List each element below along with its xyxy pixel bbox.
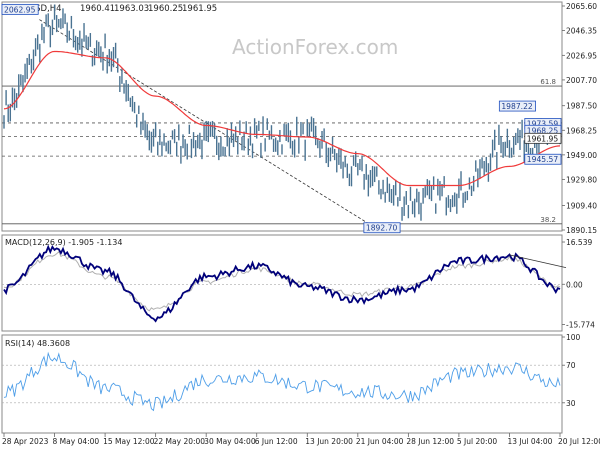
price-tag: 1987.22 bbox=[498, 100, 536, 112]
y-tick-label: 2026.95 bbox=[566, 51, 597, 60]
macd-panel-frame bbox=[1, 234, 563, 332]
y-tick-label: 1987.50 bbox=[566, 102, 597, 111]
x-tick-label: 21 Jun 04:00 bbox=[356, 437, 404, 446]
header-high: 1963.03 bbox=[114, 4, 149, 14]
x-tick-label: 28 Apr 2023 bbox=[2, 437, 49, 446]
price-tag-box bbox=[363, 222, 401, 234]
x-axis: 28 Apr 2023 8 May 04:00 15 May 12:00 22 May… bbox=[2, 432, 600, 446]
y-tick-label: 2065.60 bbox=[566, 2, 597, 11]
y-tick-label: 70 bbox=[566, 361, 576, 370]
price-tag-box bbox=[1, 3, 39, 15]
price-tag: 1945.57 bbox=[524, 153, 562, 165]
rsi-panel-frame bbox=[1, 334, 563, 434]
price-tag-text: 1961.95 bbox=[527, 134, 559, 143]
rsi-plot bbox=[2, 351, 562, 412]
y-tick-label: 2046.35 bbox=[566, 27, 597, 36]
header-open: 1960.41 bbox=[80, 4, 115, 14]
rsi-line bbox=[3, 351, 561, 412]
y-tick-label: 1909.40 bbox=[566, 201, 597, 210]
y-tick-label: 100 bbox=[566, 333, 581, 342]
price-tag-text: 2062.95 bbox=[4, 5, 36, 14]
x-tick-label: 28 Jun 12:00 bbox=[406, 437, 454, 446]
x-tick-label: 20 Jul 12:00 bbox=[558, 437, 600, 446]
y-tick-label: 1890.15 bbox=[566, 226, 597, 235]
y-tick-label: 30 bbox=[566, 399, 576, 408]
price-tag-text: 1973.59 bbox=[527, 119, 559, 128]
macd-signal-line bbox=[3, 250, 561, 312]
x-tick-label: 8 May 04:00 bbox=[53, 437, 100, 446]
rsi-y-axis: 100 70 30 bbox=[562, 333, 581, 408]
y-tick-label: -15.774 bbox=[566, 321, 595, 330]
y-tick-label: 16.539 bbox=[566, 238, 592, 247]
price-tag-box bbox=[524, 132, 562, 144]
x-tick-label: 15 May 12:00 bbox=[103, 437, 155, 446]
header-close: 1961.95 bbox=[182, 4, 217, 14]
y-tick-label: 2007.70 bbox=[566, 76, 597, 85]
macd-plot bbox=[2, 244, 567, 323]
rsi-title: RSI(14) 48.3608 bbox=[5, 339, 70, 348]
price-bars bbox=[3, 4, 561, 221]
price-tag: 1961.95 bbox=[524, 132, 562, 144]
price-tag-text: 1968.25 bbox=[527, 126, 559, 135]
level-label: 38.2 bbox=[540, 216, 556, 224]
price-tag-text: 1892.70 bbox=[366, 224, 398, 233]
watermark: ActionForex.com bbox=[232, 35, 398, 59]
price-plot: 61.8 38.2 bbox=[2, 4, 562, 227]
header-low: 1960.25 bbox=[148, 4, 183, 14]
price-tags: 2062.951987.221973.591968.251961.951945.… bbox=[1, 3, 562, 234]
x-tick-label: 13 Jul 04:00 bbox=[507, 437, 552, 446]
macd-line bbox=[3, 244, 561, 323]
x-tick-label: 13 Jun 20:00 bbox=[305, 437, 353, 446]
price-y-axis: 2065.60 2046.35 2026.95 2007.70 1987.50 1968.… bbox=[562, 2, 597, 235]
price-tag: 1892.70 bbox=[363, 222, 401, 234]
y-tick-label: 0.00 bbox=[566, 280, 583, 289]
price-panel-frame bbox=[1, 1, 563, 232]
x-tick-label: 30 May 04:00 bbox=[204, 437, 256, 446]
macd-title: MACD(12,26,9) -1.905 -1.134 bbox=[5, 238, 122, 247]
moving-average-line bbox=[3, 50, 561, 187]
price-tag-text: 1945.57 bbox=[527, 155, 559, 164]
macd-y-axis: 16.539 0.00 -15.774 bbox=[562, 238, 595, 330]
price-tag-box bbox=[498, 100, 536, 112]
level-label: 61.8 bbox=[540, 78, 556, 86]
price-tag-text: 1987.22 bbox=[501, 102, 533, 111]
x-tick-label: 5 Jul 20:00 bbox=[457, 437, 497, 446]
x-tick-label: 22 May 20:00 bbox=[154, 437, 206, 446]
price-tag-box bbox=[524, 153, 562, 165]
y-tick-label: 1929.80 bbox=[566, 175, 597, 184]
macd-trendline bbox=[509, 254, 567, 269]
y-tick-label: 1949.00 bbox=[566, 151, 597, 160]
y-tick-label: 1968.25 bbox=[566, 126, 597, 135]
x-tick-label: 6 Jun 12:00 bbox=[255, 437, 298, 446]
price-tag: 2062.95 bbox=[1, 3, 39, 15]
